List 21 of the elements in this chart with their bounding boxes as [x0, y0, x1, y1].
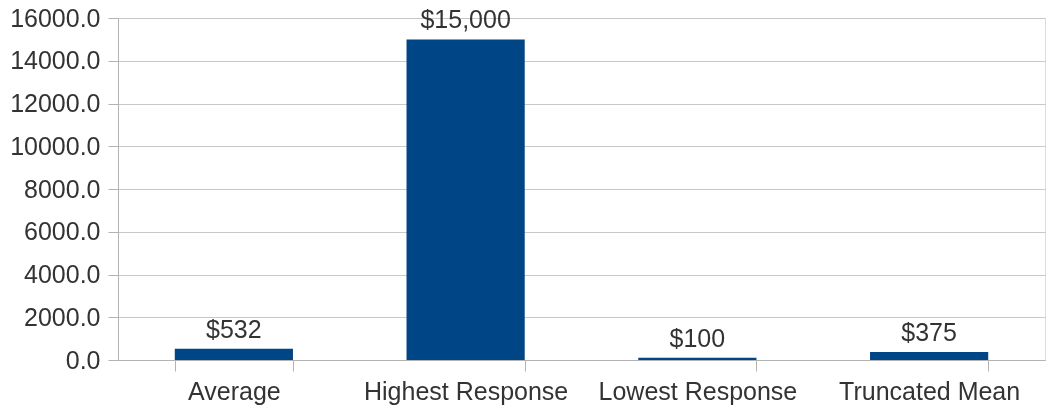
y-tick-label: 2000.0	[24, 302, 101, 331]
x-tick-label: Highest Response	[363, 376, 569, 405]
y-tick-label: 0.0	[65, 345, 101, 374]
bar	[870, 351, 989, 360]
y-tick-label: 6000.0	[24, 217, 101, 246]
x-tick-label: Lowest Response	[598, 376, 798, 405]
x-tick-label: Average	[188, 376, 281, 405]
bar	[174, 348, 293, 360]
y-tick-label: 4000.0	[24, 260, 101, 288]
y-tick-label: 16000.0	[10, 3, 101, 32]
y-tick-label: 12000.0	[10, 89, 101, 117]
data-label: $15,000	[420, 5, 511, 34]
bar	[638, 357, 757, 360]
data-label: $100	[669, 323, 726, 352]
y-tick-label: 8000.0	[24, 174, 101, 203]
data-label: $375	[901, 317, 957, 346]
bar	[406, 39, 525, 360]
x-tick-label: Truncated Mean	[839, 376, 1021, 405]
y-tick-label: 14000.0	[10, 46, 101, 75]
data-label: $532	[206, 314, 262, 343]
y-tick-label: 10000.0	[10, 131, 101, 160]
